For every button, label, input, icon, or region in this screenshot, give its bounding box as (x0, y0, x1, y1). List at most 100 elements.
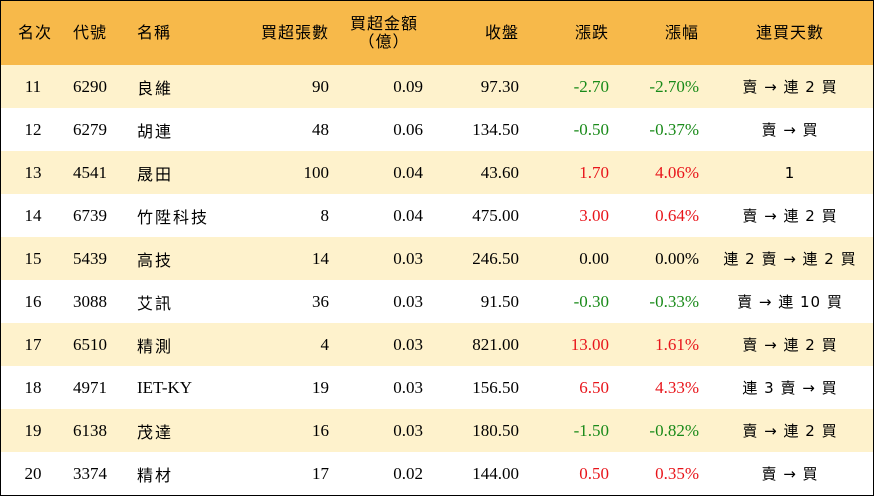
net-amount-cell: 0.02 (393, 463, 423, 483)
header-change-pct: 漲幅 (617, 1, 707, 65)
streak-cell: 賣 → 連 2 買 (742, 207, 838, 225)
rank-cell: 16 (24, 291, 42, 311)
net-lots-cell: 100 (303, 162, 330, 182)
net-amount-cell: 0.04 (393, 205, 423, 225)
header-net-amount-line2: （億） (358, 32, 410, 51)
close-cell: 134.50 (472, 119, 519, 139)
change-pct-cell: -0.33% (649, 291, 699, 311)
streak-cell: 賣 → 連 2 買 (742, 78, 838, 96)
net-lots-cell: 4 (320, 334, 330, 354)
change-pct-cell: 1.61% (655, 334, 699, 354)
code-cell: 6510 (73, 334, 107, 354)
streak-cell: 賣 → 連 2 買 (742, 422, 838, 440)
table-body: 11 6290 良維 90 0.09 97.30 -2.70 -2.70% 賣 … (1, 65, 873, 495)
net-lots-cell: 14 (312, 248, 329, 268)
close-cell: 43.60 (480, 162, 519, 182)
header-name: 名稱 (129, 1, 227, 65)
rank-cell: 13 (24, 162, 42, 182)
name-cell: 茂達 (137, 422, 174, 442)
net-lots-cell: 17 (312, 463, 329, 483)
change-pct-cell: 0.64% (655, 205, 699, 225)
header-net-amount-line1: 買超金額 (349, 14, 418, 33)
table-row: 15 5439 高技 14 0.03 246.50 0.00 0.00% 連 2… (1, 237, 873, 280)
table-row: 19 6138 茂達 16 0.03 180.50 -1.50 -0.82% 賣… (1, 409, 873, 452)
change-pct-cell: 4.06% (655, 162, 699, 182)
net-lots-cell: 8 (320, 205, 330, 225)
change-cell: 13.00 (570, 334, 609, 354)
rank-cell: 14 (24, 205, 42, 225)
table-row: 12 6279 胡連 48 0.06 134.50 -0.50 -0.37% 賣… (1, 108, 873, 151)
net-amount-cell: 0.09 (393, 76, 423, 96)
name-cell: 晟田 (137, 164, 174, 184)
streak-cell: 連 2 賣 → 連 2 買 (723, 250, 857, 268)
table-header: 名次 代號 名稱 買超張數 買超金額 （億） 收盤 漲跌 漲幅 連買天數 (1, 1, 873, 65)
header-net-lots: 買超張數 (227, 1, 337, 65)
code-cell: 5439 (73, 248, 107, 268)
name-cell: IET-KY (137, 377, 193, 397)
net-amount-cell: 0.03 (393, 420, 423, 440)
header-streak: 連買天數 (707, 1, 873, 65)
code-cell: 6739 (73, 205, 107, 225)
change-cell: 1.70 (579, 162, 609, 182)
change-cell: -1.50 (573, 420, 609, 440)
rank-cell: 19 (24, 420, 42, 440)
close-cell: 180.50 (472, 420, 519, 440)
code-cell: 6138 (73, 420, 107, 440)
change-pct-cell: 0.35% (655, 463, 699, 483)
close-cell: 821.00 (472, 334, 519, 354)
table-row: 16 3088 艾訊 36 0.03 91.50 -0.30 -0.33% 賣 … (1, 280, 873, 323)
change-cell: 6.50 (579, 377, 609, 397)
code-cell: 6290 (73, 76, 107, 96)
change-cell: 0.50 (579, 463, 609, 483)
code-cell: 3374 (73, 463, 107, 483)
name-cell: 精測 (137, 336, 174, 356)
rank-cell: 20 (24, 463, 42, 483)
net-amount-cell: 0.06 (393, 119, 423, 139)
change-pct-cell: 4.33% (655, 377, 699, 397)
change-cell: 0.00 (579, 248, 609, 268)
streak-cell: 賣 → 買 (761, 121, 819, 139)
rank-cell: 12 (24, 119, 42, 139)
net-lots-cell: 19 (312, 377, 329, 397)
change-cell: -0.30 (573, 291, 609, 311)
table-row: 20 3374 精材 17 0.02 144.00 0.50 0.35% 賣 →… (1, 452, 873, 495)
name-cell: 良維 (137, 78, 174, 98)
net-lots-cell: 90 (312, 76, 329, 96)
close-cell: 156.50 (472, 377, 519, 397)
code-cell: 4971 (73, 377, 107, 397)
table-row: 13 4541 晟田 100 0.04 43.60 1.70 4.06% 1 (1, 151, 873, 194)
streak-cell: 1 (784, 163, 796, 182)
header-code: 代號 (65, 1, 129, 65)
header-rank: 名次 (1, 1, 65, 65)
rank-cell: 18 (24, 377, 42, 397)
net-amount-cell: 0.03 (393, 334, 423, 354)
close-cell: 246.50 (472, 248, 519, 268)
net-lots-cell: 48 (312, 119, 329, 139)
table-row: 18 4971 IET-KY 19 0.03 156.50 6.50 4.33%… (1, 366, 873, 409)
header-close: 收盤 (431, 1, 527, 65)
streak-cell: 連 3 賣 → 買 (742, 379, 838, 397)
code-cell: 3088 (73, 291, 107, 311)
change-pct-cell: -0.82% (649, 420, 699, 440)
net-amount-cell: 0.03 (393, 291, 423, 311)
close-cell: 144.00 (472, 463, 519, 483)
name-cell: 胡連 (137, 121, 174, 141)
net-lots-cell: 16 (312, 420, 329, 440)
change-cell: -2.70 (573, 76, 609, 96)
streak-cell: 賣 → 連 2 買 (742, 336, 838, 354)
change-pct-cell: 0.00% (655, 248, 699, 268)
code-cell: 6279 (73, 119, 107, 139)
table-row: 11 6290 良維 90 0.09 97.30 -2.70 -2.70% 賣 … (1, 65, 873, 108)
rank-cell: 11 (24, 76, 42, 96)
name-cell: 艾訊 (137, 293, 174, 313)
change-pct-cell: -0.37% (649, 119, 699, 139)
change-cell: -0.50 (573, 119, 609, 139)
close-cell: 91.50 (480, 291, 519, 311)
rank-cell: 17 (24, 334, 42, 354)
name-cell: 竹陞科技 (137, 207, 210, 227)
name-cell: 高技 (137, 250, 174, 270)
name-cell: 精材 (137, 465, 174, 485)
table-row: 17 6510 精測 4 0.03 821.00 13.00 1.61% 賣 →… (1, 323, 873, 366)
